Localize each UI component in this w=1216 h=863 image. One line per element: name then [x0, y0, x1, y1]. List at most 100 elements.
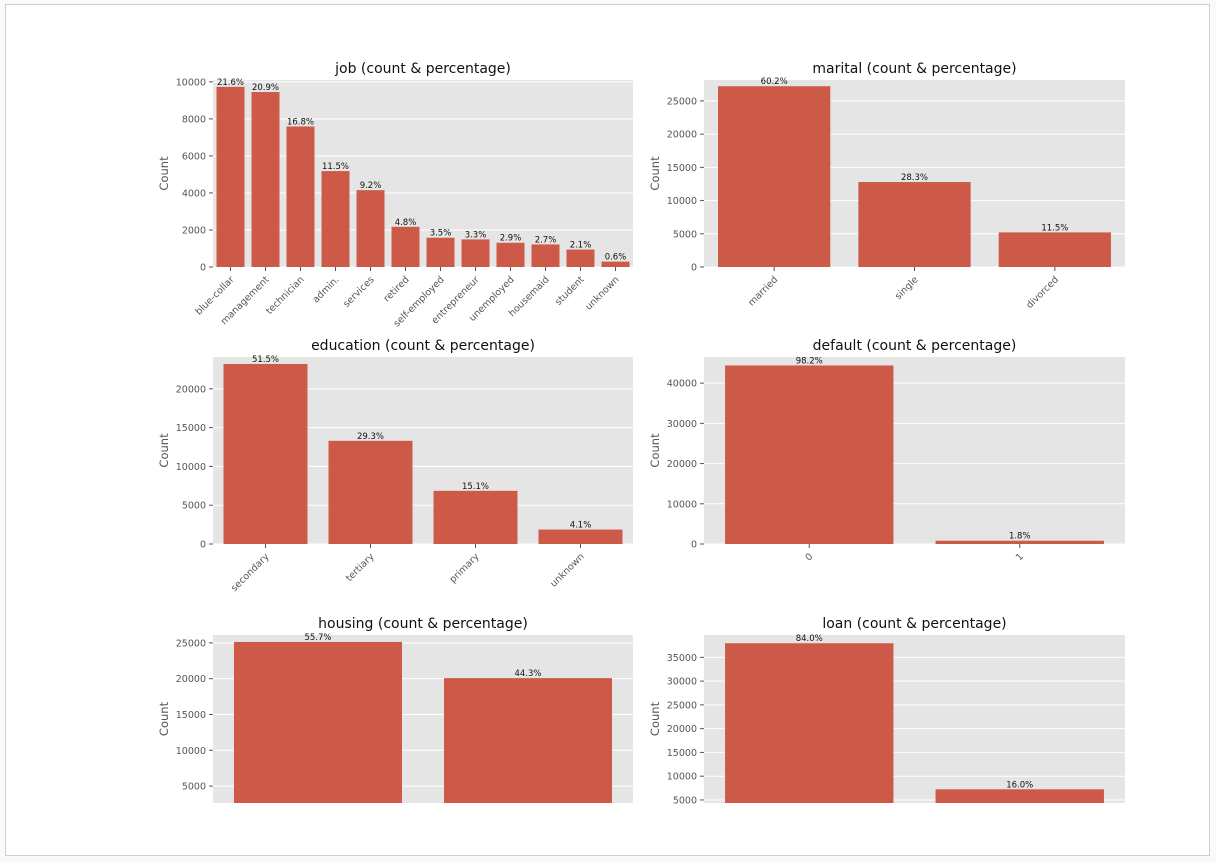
bar-value-label: 11.5% — [1041, 223, 1068, 233]
y-tick-label: 25000 — [667, 96, 697, 107]
bar — [391, 226, 420, 267]
chart-6: loan (count & percentage) 5000 10000 15000 2… — [648, 616, 1125, 806]
y-tick-label: 0 — [691, 263, 697, 274]
x-tick-label: divorced — [1024, 274, 1061, 311]
bar-value-label: 60.2% — [761, 77, 788, 87]
y-axis-label: Count — [648, 156, 662, 191]
x-tick-label: primary — [448, 551, 482, 585]
chart-title: housing (count & percentage) — [318, 616, 528, 632]
bar — [566, 249, 595, 267]
y-tick-label: 5000 — [182, 501, 206, 512]
y-tick-label: 10000 — [176, 462, 206, 473]
y-tick-label: 20000 — [176, 674, 206, 685]
y-tick-label: 25000 — [176, 638, 206, 649]
chart-title: education (count & percentage) — [311, 338, 535, 354]
chart-4: default (count & percentage) 0 10000 20000 3… — [648, 338, 1125, 563]
bar-value-label: 84.0% — [796, 634, 823, 644]
y-tick-label: 15000 — [667, 748, 697, 759]
y-tick-label: 0 — [200, 263, 206, 274]
x-tick-label: services — [341, 274, 376, 309]
bar — [725, 643, 894, 803]
y-tick-label: 20000 — [176, 384, 206, 395]
y-tick-label: 40000 — [667, 379, 697, 390]
bar — [216, 86, 245, 267]
bar — [935, 789, 1104, 803]
y-tick-label: 5000 — [182, 782, 206, 793]
bar-value-label: 51.5% — [252, 355, 279, 365]
y-axis-label: Count — [157, 433, 171, 468]
bar — [234, 641, 402, 803]
bar — [444, 678, 612, 803]
bar-value-label: 16.0% — [1006, 780, 1033, 790]
x-tick-label: retired — [382, 274, 412, 304]
bar-value-label: 20.9% — [252, 83, 279, 93]
y-tick-label: 35000 — [667, 653, 697, 664]
y-tick-label: 10000 — [667, 196, 697, 207]
y-tick-label: 0 — [200, 540, 206, 551]
y-axis-label: Count — [157, 156, 171, 191]
chart-title: loan (count & percentage) — [822, 616, 1006, 632]
bar — [433, 490, 518, 544]
bar-value-label: 28.3% — [901, 173, 928, 183]
bar-value-label: 1.8% — [1009, 532, 1031, 542]
bar — [935, 540, 1104, 544]
bar-value-label: 4.1% — [570, 521, 592, 531]
bar-value-label: 29.3% — [357, 432, 384, 442]
bar-value-label: 0.6% — [605, 253, 627, 263]
y-tick-label: 20000 — [667, 724, 697, 735]
x-tick-label: unknown — [548, 551, 586, 589]
y-axis-label: Count — [648, 701, 662, 736]
bar — [426, 237, 455, 267]
chart-title: job (count & percentage) — [334, 61, 511, 77]
bar — [718, 86, 831, 267]
x-tick-label: 0 — [803, 551, 815, 563]
bar-value-label: 3.3% — [465, 230, 487, 240]
bar-value-label: 15.1% — [462, 482, 489, 492]
y-tick-label: 20000 — [667, 130, 697, 141]
y-tick-label: 5000 — [673, 795, 697, 806]
bar-value-label: 44.3% — [514, 669, 541, 679]
y-tick-label: 15000 — [667, 163, 697, 174]
x-tick-label: student — [553, 274, 587, 308]
bar-value-label: 55.7% — [304, 633, 331, 643]
bar — [496, 242, 525, 267]
x-tick-label: unknown — [583, 274, 621, 312]
bar — [531, 244, 560, 267]
chart-5: housing (count & percentage) 5000 10000 150… — [157, 616, 633, 803]
y-tick-label: 5000 — [673, 229, 697, 240]
y-tick-label: 20000 — [667, 459, 697, 470]
y-tick-label: 25000 — [667, 700, 697, 711]
bar — [356, 190, 385, 267]
chart-2: marital (count & percentage) 0 5000 10000 15… — [648, 61, 1125, 311]
chart-1: job (count & percentage) 0 2000 4000 6000 800… — [157, 61, 633, 329]
bar-value-label: 2.1% — [570, 241, 592, 251]
bar-value-label: 9.2% — [360, 181, 382, 191]
y-axis-label: Count — [157, 701, 171, 736]
y-tick-label: 10000 — [176, 77, 206, 88]
bar — [328, 440, 413, 544]
bar — [858, 182, 971, 267]
y-tick-label: 30000 — [667, 419, 697, 430]
y-tick-label: 10000 — [176, 746, 206, 757]
bar — [725, 365, 894, 544]
x-tick-label: 1 — [1014, 551, 1026, 563]
y-tick-label: 15000 — [176, 710, 206, 721]
x-tick-label: admin. — [311, 274, 342, 305]
bar-value-label: 98.2% — [796, 356, 823, 366]
y-tick-label: 4000 — [182, 188, 206, 199]
x-tick-label: married — [746, 274, 780, 308]
x-tick-label: single — [893, 274, 921, 302]
bar-value-label: 21.6% — [217, 78, 244, 88]
plot-background — [213, 80, 633, 267]
y-tick-label: 10000 — [667, 772, 697, 783]
bar — [223, 363, 308, 544]
y-tick-label: 30000 — [667, 677, 697, 688]
bar-value-label: 16.8% — [287, 117, 314, 127]
y-tick-label: 15000 — [176, 423, 206, 434]
y-axis-label: Count — [648, 433, 662, 468]
bar — [461, 239, 490, 267]
y-tick-label: 6000 — [182, 151, 206, 162]
bar — [286, 126, 315, 267]
y-tick-label: 0 — [691, 540, 697, 551]
